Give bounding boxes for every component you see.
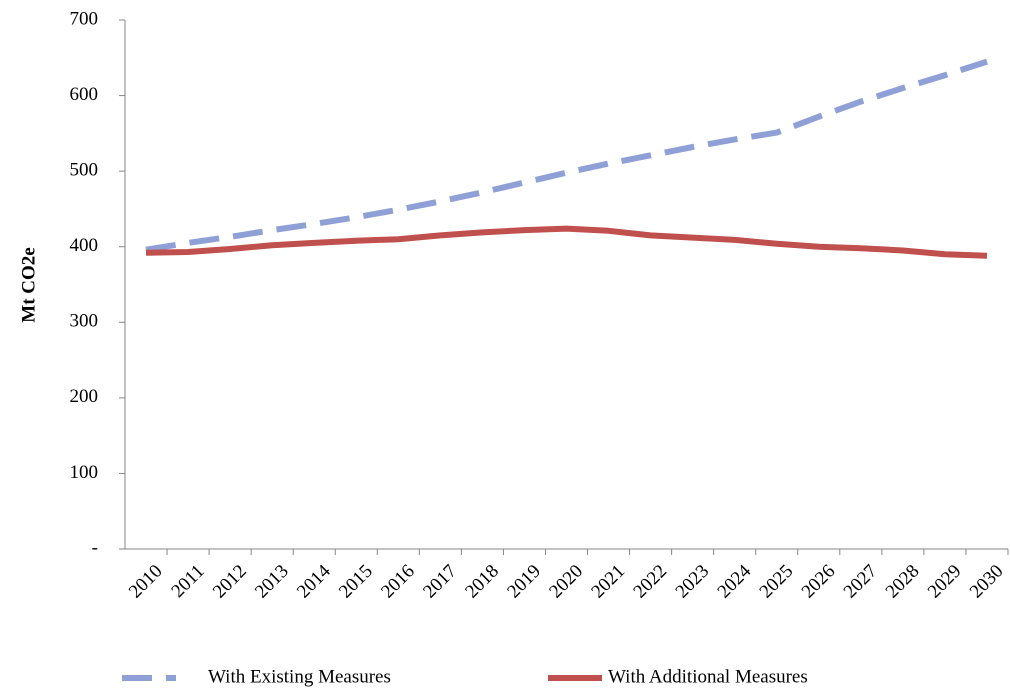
y-tick-label: 300	[70, 311, 99, 332]
x-tick-label: 2024	[714, 560, 756, 602]
series-line	[145, 58, 988, 253]
x-tick-label: 2023	[672, 561, 714, 603]
x-tick-label: 2019	[503, 561, 545, 603]
x-tick-label: 2016	[377, 561, 419, 603]
x-tick-label: 2025	[756, 561, 798, 603]
x-tick-label: 2020	[545, 561, 587, 603]
y-tick-label: 100	[70, 462, 99, 483]
x-tick-label: 2018	[461, 561, 503, 603]
x-tick-label: 2011	[167, 561, 208, 602]
x-tick-label: 2030	[966, 561, 1008, 603]
legend-label: With Existing Measures	[208, 666, 391, 687]
x-tick-label: 2027	[840, 561, 882, 603]
y-tick-label: 200	[70, 386, 99, 407]
x-tick-label: 2012	[209, 561, 251, 603]
series-line	[145, 225, 988, 259]
x-tick-label: 2014	[293, 560, 335, 602]
y-tick-label: -	[92, 537, 98, 558]
x-tick-label: 2017	[419, 561, 461, 603]
x-tick-label: 2013	[251, 561, 293, 603]
y-tick-label: 700	[70, 8, 99, 29]
y-tick-label: 500	[70, 160, 99, 181]
x-tick-label: 2021	[587, 561, 629, 603]
y-tick-label: 400	[70, 235, 99, 256]
x-tick-label: 2029	[924, 561, 966, 603]
x-tick-label: 2022	[629, 561, 671, 603]
legend-label: With Additional Measures	[608, 666, 808, 687]
y-tick-label: 600	[70, 84, 99, 105]
x-tick-label: 2010	[125, 561, 167, 603]
x-tick-label: 2015	[335, 561, 377, 603]
y-axis-label: Mt CO2e	[18, 247, 39, 322]
x-tick-label: 2028	[882, 561, 924, 603]
x-tick-label: 2026	[798, 561, 840, 603]
